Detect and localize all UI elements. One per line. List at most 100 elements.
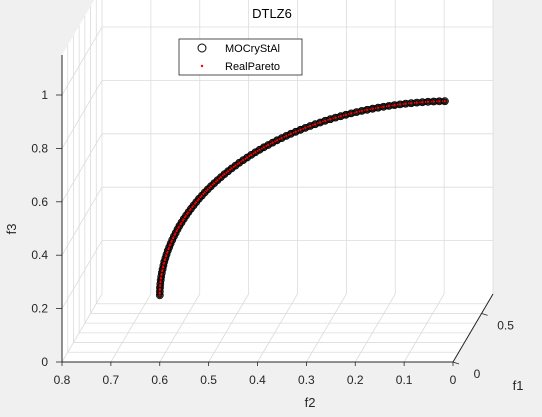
realpareto-point (214, 180, 217, 183)
realpareto-point (324, 119, 327, 122)
z-axis-title: f3 (4, 224, 19, 235)
mocrystal-point (316, 118, 325, 127)
y-tick-label: 0.2 (347, 373, 364, 387)
x-grid-line (67, 45, 459, 353)
x-axis-line (452, 293, 494, 363)
mocrystal-point (326, 115, 335, 124)
x-grid-line (73, 35, 465, 343)
realpareto-point (211, 183, 214, 186)
realpareto-point (166, 251, 169, 254)
realpareto-point (168, 244, 171, 247)
axis-lines (56, 54, 494, 366)
realpareto-point (334, 116, 337, 119)
realpareto-point (230, 167, 233, 170)
mocrystal-point (166, 239, 175, 248)
realpareto-point (161, 266, 165, 269)
realpareto-point (238, 161, 241, 164)
mocrystal-point (163, 246, 172, 255)
y-grid-line (403, 0, 445, 363)
mocrystal-point (301, 124, 310, 132)
x-axis-title: f1 (513, 378, 524, 393)
legend: MOCryStAl RealPareto (178, 38, 303, 76)
x-grid-line (84, 16, 476, 324)
realpareto-point (421, 101, 424, 104)
realpareto-point (399, 103, 402, 106)
mocrystal-point (161, 254, 170, 263)
realpareto-point (232, 165, 235, 169)
realpareto-point (393, 104, 396, 107)
realpareto-point (159, 281, 162, 284)
realpareto-point (162, 262, 165, 265)
realpareto-point (205, 189, 208, 192)
realpareto-point (158, 288, 161, 291)
realpareto-point (432, 100, 435, 103)
realpareto-point (262, 146, 265, 149)
realpareto-point (355, 111, 358, 114)
z-tick-label: 0.6 (31, 195, 48, 209)
realpareto-point (360, 109, 363, 112)
y-grid-line (110, 0, 152, 363)
y-grid-line (354, 0, 396, 363)
mocrystal-point (165, 243, 174, 252)
x-tick-label: 0.5 (497, 318, 514, 332)
realpareto-point (159, 277, 162, 280)
legend-entry-2: RealPareto (225, 61, 280, 73)
realpareto-point (248, 155, 251, 158)
realpareto-point (438, 100, 441, 103)
realpareto-point (228, 168, 231, 171)
z-tick-label: 1 (41, 88, 48, 102)
realpareto-point (161, 269, 164, 273)
mocrystal-point (331, 113, 340, 122)
realpareto-point (404, 102, 407, 105)
realpareto-point (329, 118, 332, 121)
y-grid-line (208, 0, 250, 363)
realpareto-point (158, 292, 161, 295)
mocrystal-point (282, 131, 291, 140)
y-grid-line (257, 0, 298, 363)
mocrystal-point (306, 122, 315, 130)
y-tick-label: 0.6 (151, 373, 168, 387)
realpareto-point (366, 108, 369, 111)
mocrystal-point (273, 136, 282, 145)
legend-marker-dot (200, 64, 204, 68)
y-tick-label: 0 (450, 373, 457, 387)
realpareto-point (167, 247, 170, 251)
realpareto-point (164, 255, 167, 258)
realpareto-point (280, 137, 283, 140)
realpareto-point (382, 105, 385, 108)
mocrystal-point (243, 153, 252, 162)
realpareto-point (314, 123, 317, 126)
realpareto-point (289, 132, 292, 135)
x-tick-label: 0 (474, 367, 481, 381)
mocrystal-point (259, 143, 268, 152)
mocrystal-point (171, 228, 180, 237)
realpareto-point (276, 139, 279, 142)
realpareto-point (319, 121, 322, 124)
realpareto-point (339, 115, 342, 118)
mocrystal-point (440, 97, 449, 106)
realpareto-point (299, 128, 302, 131)
legend-entry-1: MOCryStAl (225, 43, 280, 55)
x-grid-line (90, 6, 482, 314)
realpareto-point (387, 104, 391, 107)
realpareto-point (170, 240, 173, 243)
x-tick-mark (481, 313, 488, 316)
realpareto-point (236, 163, 239, 166)
realpareto-point (371, 107, 374, 110)
y-grid-line (306, 0, 347, 363)
y-tick-label: 0.4 (249, 373, 266, 387)
mocrystal-point (336, 112, 345, 121)
realpareto-point (264, 145, 268, 148)
realpareto-point (171, 237, 175, 240)
realpareto-point (173, 233, 176, 236)
chart-title: DTLZ6 (252, 6, 292, 21)
tick-labels: 0.8 0.7 0.6 0.5 0.4 0.3 0.2 0.1 0 0 0.2 0.4 0.6 0.8 1 0… (31, 88, 514, 387)
realpareto-point (271, 141, 274, 144)
realpareto-point (285, 134, 288, 137)
realpareto-point (179, 223, 182, 226)
mocrystal-point (162, 250, 171, 259)
realpareto-point (415, 101, 418, 104)
realpareto-point (221, 174, 224, 177)
realpareto-point (225, 171, 228, 174)
